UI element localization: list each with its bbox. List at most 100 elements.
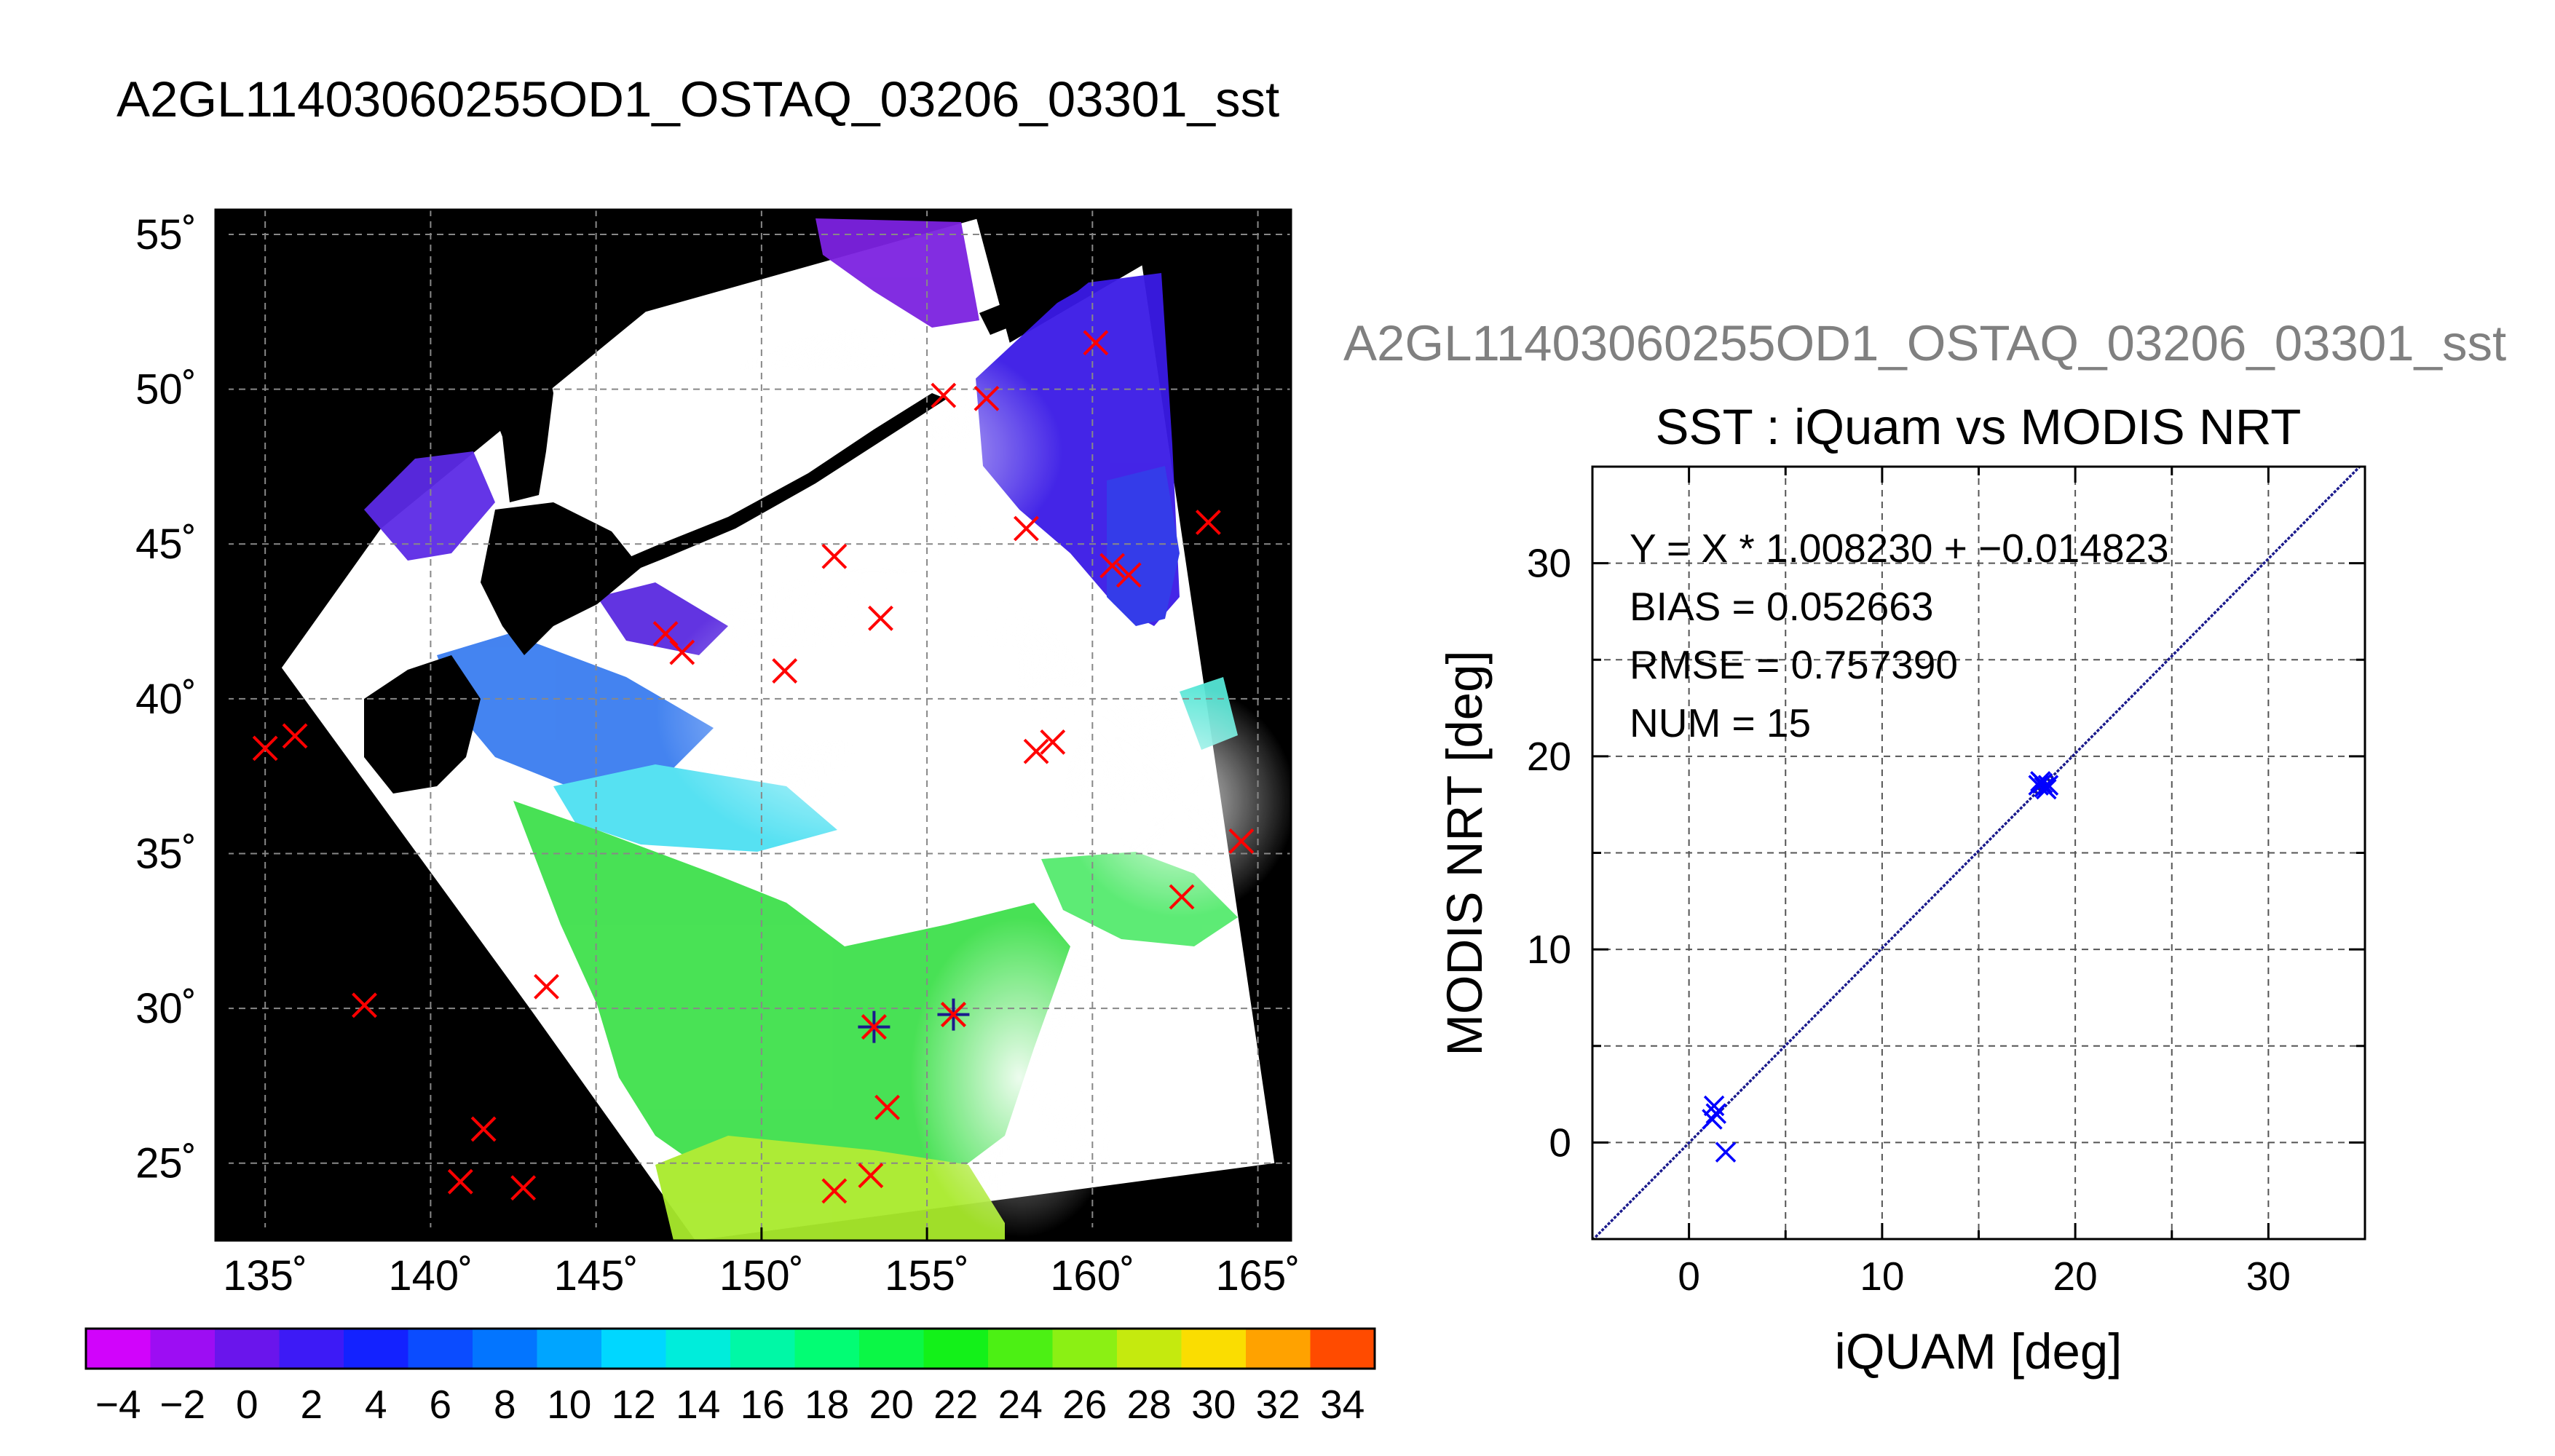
colorbar-cell — [344, 1329, 408, 1369]
colorbar-tick-label: 22 — [933, 1382, 978, 1427]
iquam-marker — [874, 1094, 900, 1120]
scatter-y-tick-label: 10 — [1527, 927, 1571, 972]
cloud-patch-north — [684, 328, 1063, 575]
iquam-marker — [470, 1116, 497, 1142]
stats-rmse: RMSE = 0.757390 — [1630, 642, 1958, 687]
scatter-point — [1705, 1103, 1726, 1124]
colorbar-cell — [730, 1329, 795, 1369]
colorbar-cell — [1246, 1329, 1311, 1369]
sst-field-north-purple — [816, 218, 979, 328]
map-frame — [214, 208, 1292, 1242]
map-longitude-labels: 135˚ 140˚ 145˚ 150˚ 155˚ 160˚ 165˚ — [223, 1252, 1300, 1299]
colorbar-tick-label: 2 — [300, 1382, 323, 1427]
iquam-marker — [669, 639, 695, 665]
sst-map: 135˚ 140˚ 145˚ 150˚ 155˚ 160˚ 165˚ 55˚ 50˚ 45˚ 40… — [135, 208, 1300, 1299]
colorbar-tick-label: 26 — [1062, 1382, 1107, 1427]
stats-block: Y = X * 1.008230 + −0.014823 BIAS = 0.05… — [1630, 526, 2169, 745]
iquam-marker — [1023, 738, 1049, 764]
colorbar-cell — [1310, 1329, 1375, 1369]
colorbar-cell — [408, 1329, 473, 1369]
iquam-marker — [868, 605, 893, 631]
iquam-marker — [1115, 562, 1142, 588]
colorbar-cell — [537, 1329, 602, 1369]
iquam-marker — [1014, 515, 1039, 542]
map-lat-label: 35˚ — [135, 830, 197, 877]
scatter-y-axis-label: MODIS NRT [deg] — [1437, 650, 1493, 1056]
iquam-marker — [252, 735, 278, 761]
iquam-marker — [821, 543, 848, 569]
colorbar-tick-label: 4 — [365, 1382, 387, 1427]
scatter-y-tick-labels: 0 10 20 30 — [1527, 541, 1571, 1166]
iquam-marker — [1169, 884, 1195, 910]
scatter-title: SST : iQuam vs MODIS NRT — [1656, 399, 2302, 455]
map-lat-label: 40˚ — [135, 676, 197, 723]
map-lon-label: 135˚ — [223, 1252, 307, 1299]
colorbar-tick-label: 30 — [1191, 1382, 1236, 1427]
iquam-marker — [447, 1168, 473, 1195]
sst-field-west-purple — [364, 451, 495, 561]
scatter-x-tick-label: 0 — [1678, 1254, 1700, 1299]
colorbar-frame — [84, 1327, 1376, 1370]
scatter-y-tick-label: 30 — [1527, 541, 1571, 586]
iquam-marker — [974, 385, 1000, 411]
sst-colorbar: −4 −2 0 2 4 6 8 10 12 14 16 18 20 22 24 26 28 30 32 34 — [84, 1327, 1376, 1427]
colorbar-cell — [1052, 1329, 1118, 1369]
stats-regression: Y = X * 1.008230 + −0.014823 — [1630, 526, 2169, 571]
colorbar-cell — [86, 1329, 151, 1369]
colorbar-cell — [601, 1329, 666, 1369]
matchup-marker — [937, 998, 970, 1031]
scatter-point — [1702, 1109, 1723, 1130]
scatter-x-axis-label: iQUAM [deg] — [1835, 1324, 2122, 1380]
scatter-x-tick-label: 10 — [1860, 1254, 1904, 1299]
map-lon-label: 160˚ — [1050, 1252, 1134, 1299]
iquam-marker — [858, 1163, 884, 1189]
cloud-patch-south — [910, 917, 1129, 1238]
honshu-island — [364, 655, 481, 794]
iquam-marker — [1228, 828, 1255, 854]
colorbar-tick-label: 6 — [429, 1382, 451, 1427]
colorbar-cells — [86, 1329, 1375, 1369]
colorbar-cell — [988, 1329, 1053, 1369]
map-tick-marks — [216, 233, 1260, 1241]
scatter-x-tick-label: 20 — [2053, 1254, 2098, 1299]
iquam-marker — [352, 992, 377, 1018]
map-markers — [252, 330, 1255, 1204]
iquam-marker — [772, 658, 798, 684]
map-lat-label: 55˚ — [135, 211, 197, 258]
sakhalin-island — [466, 269, 553, 502]
map-lat-label: 45˚ — [135, 521, 197, 568]
scatter-y-tick-label: 0 — [1549, 1120, 1571, 1165]
colorbar-tick-label: 18 — [805, 1382, 849, 1427]
map-latitude-labels: 55˚ 50˚ 45˚ 40˚ 35˚ 30˚ 25˚ — [135, 211, 197, 1187]
colorbar-cell — [859, 1329, 924, 1369]
colorbar-tick-label: −2 — [159, 1382, 205, 1427]
colorbar-tick-label: 14 — [676, 1382, 720, 1427]
scatter-points — [1702, 771, 2059, 1163]
sst-field-cold-north-east — [1107, 466, 1180, 626]
scatter-point — [2036, 778, 2057, 800]
colorbar-tick-label: −4 — [95, 1382, 141, 1427]
map-lon-label: 150˚ — [719, 1252, 804, 1299]
scatter-x-tick-labels: 0 10 20 30 — [1678, 1254, 2291, 1299]
colorbar-cell — [279, 1329, 344, 1369]
land-masses — [364, 233, 1136, 794]
map-lat-label: 25˚ — [135, 1140, 197, 1187]
map-lon-label: 140˚ — [388, 1252, 473, 1299]
stats-num: NUM = 15 — [1630, 700, 1811, 745]
map-lon-label: 165˚ — [1216, 1252, 1300, 1299]
colorbar-tick-label: 28 — [1127, 1382, 1172, 1427]
iquam-marker — [1099, 553, 1126, 579]
colorbar-tick-label: 8 — [494, 1382, 516, 1427]
colorbar-tick-label: 34 — [1320, 1382, 1365, 1427]
iquam-marker — [510, 1175, 537, 1201]
colorbar-cell — [150, 1329, 216, 1369]
sst-field-mid-blue — [437, 633, 714, 786]
iquam-marker — [931, 382, 957, 408]
scatter-x-tick-label: 30 — [2246, 1254, 2291, 1299]
hokkaido-island — [481, 502, 641, 655]
colorbar-tick-label: 10 — [547, 1382, 591, 1427]
cloud-patch-east — [1063, 684, 1291, 917]
colorbar-cell — [1181, 1329, 1247, 1369]
colorbar-labels: −4 −2 0 2 4 6 8 10 12 14 16 18 20 22 24 26 28 30 32 34 — [95, 1382, 1365, 1427]
iquam-marker — [821, 1178, 848, 1204]
